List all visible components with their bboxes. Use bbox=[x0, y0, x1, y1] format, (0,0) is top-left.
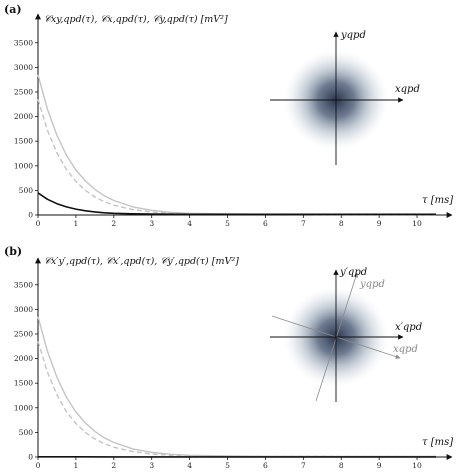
panel-a-x-tick-label: 2 bbox=[111, 219, 116, 228]
panel-a-x-tick-label: 1 bbox=[74, 219, 79, 228]
panel-a-y-tick-label: 500 bbox=[19, 186, 34, 195]
panel-a-x-tick-label: 6 bbox=[263, 219, 268, 228]
panel-b-x-axis-label: τ [ms] bbox=[422, 437, 453, 448]
panel-a-x-tick-label: 9 bbox=[377, 219, 382, 228]
panel-b-label: (b) bbox=[4, 245, 22, 258]
inset-b-rotated-x-axis-label: xqpd bbox=[393, 344, 418, 355]
panel-b-inset: x′qpd y′qpd xqpd yqpd bbox=[270, 267, 422, 402]
panel-a-x-tick-label: 4 bbox=[187, 219, 192, 228]
panel-b-y-tick-label: 500 bbox=[19, 428, 34, 437]
panel-b-y-tick-label: 3000 bbox=[14, 305, 33, 314]
inset-b-rotated-y-axis-label: yqpd bbox=[359, 279, 385, 290]
panel-b-x-tick-label: 0 bbox=[36, 461, 41, 470]
panel-b-y-axis-label: 𝒞x′y′,qpd(τ), 𝒞x′,qpd(τ), 𝒞y′,qpd(τ) [mV… bbox=[44, 256, 239, 267]
panel-b-x-tick-label: 7 bbox=[301, 461, 306, 470]
panel-b-x-tick-label: 2 bbox=[111, 461, 116, 470]
panel-b-x-tick-label: 6 bbox=[263, 461, 268, 470]
inset-a-x-axis-label: xqpd bbox=[395, 84, 420, 95]
panel-a-y-tick-label: 1500 bbox=[14, 137, 33, 146]
panel-b-series bbox=[37, 316, 436, 458]
panel-b-x-tick-label: 1 bbox=[74, 461, 79, 470]
inset-b-y-axis-label: y′qpd bbox=[339, 267, 367, 278]
panel-b-y-tick-label: 1000 bbox=[14, 403, 33, 412]
panel-b-x-tick-label: 9 bbox=[377, 461, 382, 470]
panel-a-series-solid-black-line bbox=[37, 192, 436, 216]
panel-a-x-tick-label: 7 bbox=[301, 219, 306, 228]
panel-a-y-tick-label: 3500 bbox=[14, 38, 33, 47]
panel-b-y-tick-label: 2000 bbox=[14, 354, 33, 363]
panel-a-x-axis-label: τ [ms] bbox=[422, 195, 453, 206]
panel-b-x-tick-label: 10 bbox=[412, 461, 422, 470]
panel-a-x-tick-label: 5 bbox=[225, 219, 230, 228]
inset-b-x-axis-label: x′qpd bbox=[395, 322, 422, 333]
panel-a-y-axis-label: 𝒞xy,qpd(τ), 𝒞x,qpd(τ), 𝒞y,qpd(τ) [mV²] bbox=[44, 14, 228, 25]
panel-a-series bbox=[37, 74, 436, 216]
panel-b-x-tick-label: 8 bbox=[339, 461, 344, 470]
panel-b-ticks: 0 1 2 3 4 5 6 7 8 9 10 0 500 1000 1500 2000 2500 3000 3500 bbox=[14, 280, 422, 470]
panel-b-series-dashed-gray-line bbox=[37, 341, 436, 458]
panel-a: (a) 𝒞xy,qpd(τ), 𝒞x,qpd(τ), 𝒞y,qpd(τ) [mV… bbox=[4, 3, 453, 228]
panel-a-inset: xqpd yqpd bbox=[270, 30, 420, 165]
panel-b-y-tick-label: 3500 bbox=[14, 280, 33, 289]
panel-a-x-tick-label: 3 bbox=[149, 219, 154, 228]
panel-a-label: (a) bbox=[4, 3, 22, 16]
panel-a-y-tick-label: 3000 bbox=[14, 63, 33, 72]
panel-a-series-dashed-gray-line bbox=[37, 99, 436, 216]
panel-b-y-tick-label: 0 bbox=[28, 453, 33, 462]
panel-a-x-tick-label: 8 bbox=[339, 219, 344, 228]
panel-b-y-tick-label: 2500 bbox=[14, 329, 33, 338]
panel-b-y-tick-label: 1500 bbox=[14, 379, 33, 388]
inset-a-y-axis-label: yqpd bbox=[340, 30, 366, 41]
panel-b: (b) 𝒞x′y′,qpd(τ), 𝒞x′,qpd(τ), 𝒞y′,qpd(τ)… bbox=[4, 245, 453, 470]
panel-a-y-tick-label: 1000 bbox=[14, 161, 33, 170]
panel-b-x-tick-label: 5 bbox=[225, 461, 230, 470]
panel-a-y-tick-label: 2000 bbox=[14, 112, 33, 121]
panel-a-y-tick-label: 0 bbox=[28, 211, 33, 220]
panel-a-y-tick-label: 2500 bbox=[14, 87, 33, 96]
panel-b-x-tick-label: 3 bbox=[149, 461, 154, 470]
panel-a-x-tick-label: 0 bbox=[36, 219, 41, 228]
panel-a-ticks: 0 1 2 3 4 5 6 7 8 9 10 0 500 1000 1500 2000 2500 3000 3500 bbox=[14, 38, 422, 228]
panel-a-x-tick-label: 10 bbox=[412, 219, 422, 228]
panel-b-x-tick-label: 4 bbox=[187, 461, 192, 470]
